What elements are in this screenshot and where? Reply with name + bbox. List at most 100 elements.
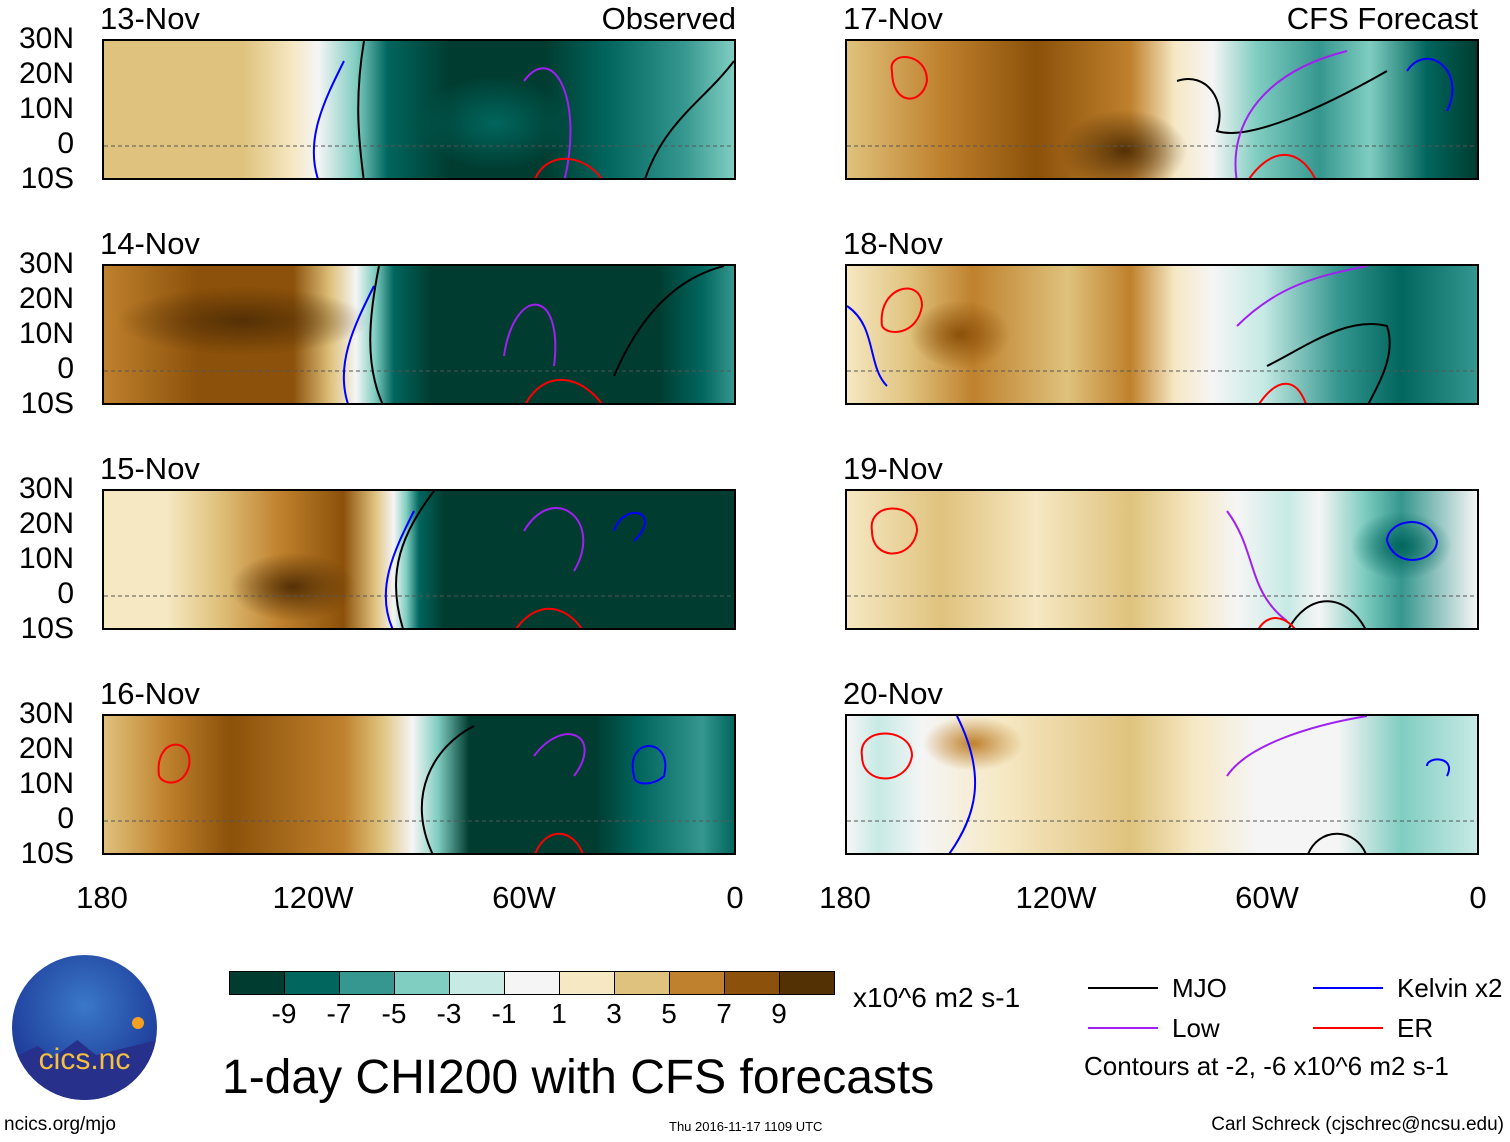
lat-tick-label: 10N xyxy=(18,767,74,800)
lat-tick-label: 0 xyxy=(57,577,74,610)
map-panel xyxy=(845,714,1479,855)
contour-overlay xyxy=(104,266,734,403)
contour-line xyxy=(1226,716,1368,777)
lat-tick-label: 10S xyxy=(20,612,74,645)
contour-line xyxy=(1288,600,1366,628)
contour-line xyxy=(1386,521,1439,561)
colorbar-tick-label: 1 xyxy=(551,998,567,1029)
contour-line xyxy=(384,510,415,628)
contour-line xyxy=(523,67,572,178)
lon-tick-label: 0 xyxy=(1469,880,1487,915)
forecast-label: CFS Forecast xyxy=(1286,1,1478,36)
lat-tick-label: 0 xyxy=(57,127,74,160)
colorbar-tick-label: 3 xyxy=(606,998,622,1029)
url-link[interactable]: ncics.org/mjo xyxy=(4,1114,116,1135)
contour-line xyxy=(534,832,584,853)
colorbar-tick-label: -1 xyxy=(491,998,517,1029)
contour-line xyxy=(357,41,365,178)
map-panel xyxy=(102,39,736,180)
colorbar-swatch xyxy=(560,972,615,994)
contour-line xyxy=(1248,153,1316,178)
panel-date: 17-Nov xyxy=(843,1,943,36)
legend-label: ER xyxy=(1397,1013,1434,1043)
lon-tick-label: 180 xyxy=(76,880,128,915)
contour-overlay xyxy=(847,507,1477,628)
lon-tick-label: 0 xyxy=(726,880,744,915)
colorbar-tick-label: -3 xyxy=(436,998,462,1029)
lat-tick-label: 30N xyxy=(18,247,74,280)
colorbar-tick-label: 7 xyxy=(716,998,732,1029)
contour-line xyxy=(1258,617,1296,628)
contour-line xyxy=(631,745,667,785)
colorbar-swatch xyxy=(780,972,834,994)
contour-line xyxy=(1406,57,1454,112)
legend-label: MJO xyxy=(1172,973,1227,1003)
colorbar-tick-label: -7 xyxy=(326,998,352,1029)
lat-tick-label: 10N xyxy=(18,92,74,125)
lat-tick-label: 20N xyxy=(18,282,74,315)
panel-date: 20-Nov xyxy=(843,676,943,711)
panel-date: 15-Nov xyxy=(100,451,200,486)
contour-line xyxy=(890,56,929,100)
lat-tick-label: 30N xyxy=(18,22,74,55)
contour-line xyxy=(1234,50,1348,178)
map-panel xyxy=(845,264,1479,405)
lat-tick-label: 10S xyxy=(20,162,74,195)
colorbar-swatch xyxy=(670,972,725,994)
contour-overlay xyxy=(847,50,1477,178)
colorbar-swatch xyxy=(615,972,670,994)
contour-note: Contours at -2, -6 x10^6 m2 s-1 xyxy=(1084,1051,1449,1081)
contour-overlay xyxy=(847,716,1477,853)
cics-logo: cics.nc xyxy=(12,955,157,1100)
map-panel xyxy=(102,714,736,855)
contour-line xyxy=(1426,758,1450,777)
colorbar-units: x10^6 m2 s-1 xyxy=(853,982,1021,1013)
lat-tick-label: 10N xyxy=(18,317,74,350)
panel-date: 19-Nov xyxy=(843,451,943,486)
map-panel xyxy=(845,39,1479,180)
contour-line xyxy=(870,507,919,555)
contour-line xyxy=(880,287,924,333)
lon-tick-label: 180 xyxy=(819,880,871,915)
colorbar-swatch xyxy=(450,972,505,994)
colorbar-tick-label: -5 xyxy=(381,998,407,1029)
lon-tick-label: 60W xyxy=(1235,880,1299,915)
contour-overlay xyxy=(104,725,734,853)
lat-tick-label: 0 xyxy=(57,352,74,385)
lat-tick-label: 0 xyxy=(57,802,74,835)
contour-overlay xyxy=(847,266,1477,403)
contour-overlay xyxy=(104,41,734,178)
map-panel xyxy=(102,264,736,405)
contour-line xyxy=(420,725,475,853)
map-panel xyxy=(102,489,736,630)
legend-line xyxy=(1313,987,1383,989)
legend-line xyxy=(1088,987,1158,989)
lat-tick-label: 20N xyxy=(18,57,74,90)
figure-title: 1-day CHI200 with CFS forecasts xyxy=(222,1051,935,1104)
lon-tick-label: 60W xyxy=(492,880,556,915)
colorbar xyxy=(229,971,835,995)
panel-date: 18-Nov xyxy=(843,226,943,261)
logo-text: cics.nc xyxy=(38,1043,131,1076)
colorbar-tick-label: 5 xyxy=(661,998,677,1029)
lat-tick-label: 30N xyxy=(18,697,74,730)
map-panel xyxy=(845,489,1479,630)
contour-line xyxy=(523,507,585,572)
colorbar-tick-label: -9 xyxy=(271,998,297,1029)
panel-date: 14-Nov xyxy=(100,226,200,261)
colorbar-swatch xyxy=(505,972,560,994)
legend-line xyxy=(1313,1027,1383,1029)
contour-line xyxy=(1266,323,1391,403)
contour-line xyxy=(369,266,384,403)
lat-tick-label: 10S xyxy=(20,837,74,870)
contour-line xyxy=(1307,832,1367,853)
legend-label: Kelvin x2 xyxy=(1397,973,1503,1003)
lat-tick-label: 20N xyxy=(18,507,74,540)
contour-line xyxy=(847,305,888,387)
credit: Carl Schreck (cjschrec@ncsu.edu) xyxy=(1211,1114,1504,1135)
lat-tick-label: 30N xyxy=(18,472,74,505)
colorbar-swatch xyxy=(340,972,395,994)
contour-line xyxy=(395,491,435,628)
lon-tick-label: 120W xyxy=(272,880,354,915)
